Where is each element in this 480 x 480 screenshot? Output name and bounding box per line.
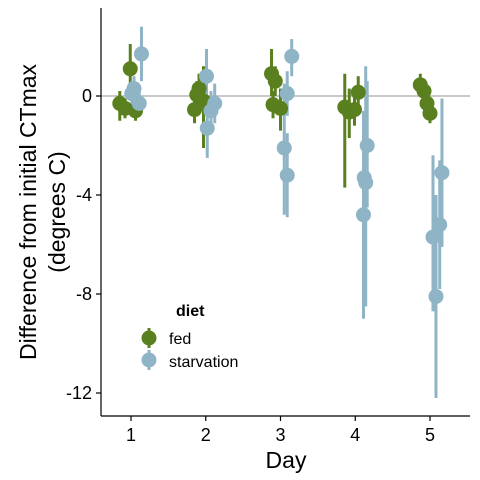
fed-point-17 <box>416 83 432 99</box>
y-axis-title-line-2: (degrees C) <box>44 151 70 272</box>
starvation-point-19 <box>434 165 450 181</box>
legend-key-fed-point <box>141 330 157 346</box>
fed-point-15 <box>347 102 363 118</box>
starvation-point-16 <box>425 229 441 245</box>
legend: diet fed starvation <box>141 303 238 371</box>
legend-key-starvation-point <box>141 352 157 368</box>
x-tick-label-4: 5 <box>425 425 435 445</box>
legend-label-fed: fed <box>169 331 191 348</box>
x-tick-label-3: 4 <box>350 425 360 445</box>
y-tick-label-2: -8 <box>76 284 92 304</box>
starvation-point-17 <box>428 288 444 304</box>
y-tick-label-0: 0 <box>82 86 92 106</box>
legend-label-starvation: starvation <box>169 354 238 371</box>
starvation-point-11 <box>284 48 300 64</box>
fed-point-11 <box>273 100 288 116</box>
starvation-point-1 <box>126 81 142 97</box>
fed-point-14 <box>350 84 366 100</box>
points-layer <box>112 46 450 304</box>
starvation-point-12 <box>355 207 371 223</box>
legend-item-starvation: starvation <box>141 350 238 371</box>
fed-point-7 <box>189 87 205 103</box>
starvation-point-7 <box>207 95 223 111</box>
fed-point-9 <box>267 73 283 89</box>
starvation-point-18 <box>432 217 448 233</box>
x-tick-label-0: 1 <box>126 425 136 445</box>
y-tick-label-1: -4 <box>76 185 92 205</box>
starvation-point-10 <box>279 86 295 102</box>
ticks-layer: 0 -4 -8 -12 1 2 3 4 5 <box>66 86 435 445</box>
y-tick-label-3: -12 <box>66 383 92 403</box>
axes-layer <box>100 8 470 417</box>
starvation-point-2 <box>131 95 147 111</box>
legend-item-fed: fed <box>141 328 191 348</box>
y-axis-title-line-1: Difference from initial CTmax <box>15 63 41 360</box>
x-tick-label-1: 2 <box>201 425 211 445</box>
starvation-point-14 <box>358 175 374 191</box>
starvation-point-8 <box>276 140 292 156</box>
y-axis-title: Difference from initial CTmax (degrees C… <box>15 63 70 360</box>
x-axis-title: Day <box>266 447 307 473</box>
starvation-point-4 <box>198 68 214 84</box>
fed-point-19 <box>422 105 438 121</box>
starvation-point-5 <box>199 120 215 136</box>
x-tick-label-2: 3 <box>275 425 285 445</box>
starvation-point-3 <box>133 46 149 62</box>
starvation-point-9 <box>279 167 295 183</box>
fed-point-2 <box>122 61 138 77</box>
starvation-point-15 <box>359 138 375 153</box>
legend-title: diet <box>176 303 205 320</box>
